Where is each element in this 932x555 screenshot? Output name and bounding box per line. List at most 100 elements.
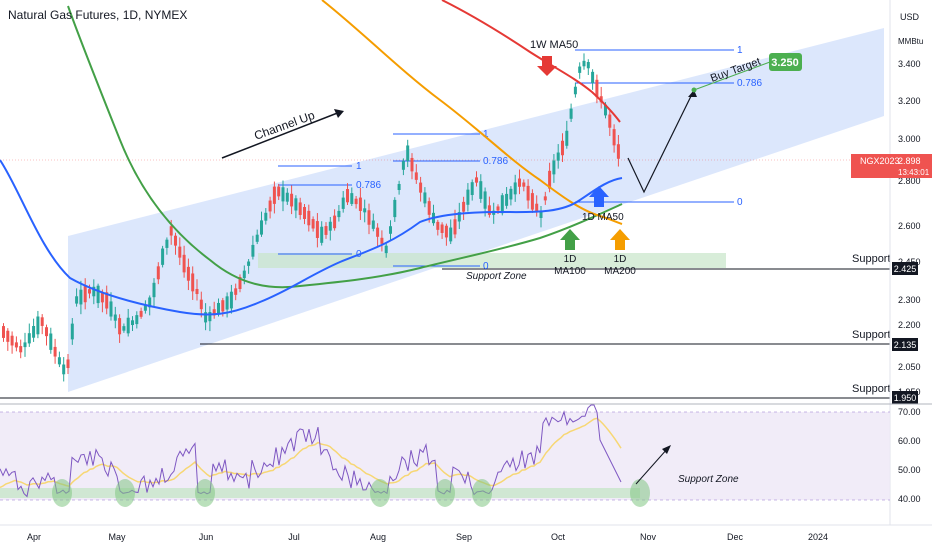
candle-body — [548, 170, 552, 189]
rsi-line — [0, 404, 622, 498]
candle-body — [217, 302, 220, 315]
time-tick-label: Jun — [199, 532, 214, 542]
candle-body — [88, 289, 91, 294]
buy-target-dot — [691, 87, 697, 93]
candle-body — [401, 161, 405, 170]
candle-body — [251, 244, 255, 257]
candle-body — [57, 357, 61, 365]
candle-body — [466, 189, 470, 205]
buy-target-value: 3.250 — [771, 57, 799, 69]
candle-body — [96, 285, 100, 304]
candle-body — [367, 210, 371, 225]
price-tick-label: 2.600 — [898, 221, 921, 231]
candle-body — [191, 273, 195, 292]
currency-label: USD — [900, 12, 920, 22]
candle-body — [449, 227, 453, 242]
candle-body — [27, 333, 31, 344]
support-2-badge — [892, 338, 918, 351]
support-2-label: Support 2 — [852, 329, 900, 341]
candle-body — [582, 60, 586, 67]
candle-body — [294, 198, 298, 211]
candle-body — [509, 188, 513, 200]
candle-body — [311, 219, 315, 229]
rsi-support-zone-band — [0, 488, 640, 498]
candle-body — [105, 292, 109, 309]
candle-body — [148, 297, 152, 308]
candle-body — [229, 291, 233, 309]
candle-body — [518, 178, 521, 187]
ma50-1d-arrow — [589, 186, 609, 207]
candle-body — [608, 114, 612, 128]
candle-body — [169, 226, 173, 236]
rsi-tick-label: 40.00 — [898, 494, 921, 504]
candle-body — [440, 224, 444, 233]
candle-body — [79, 289, 83, 305]
candle-body — [135, 315, 139, 325]
candle-body — [70, 323, 74, 340]
candle-body — [380, 237, 384, 244]
price-tick-label: 2.050 — [898, 362, 921, 372]
fib-aug-0-label: 0 — [483, 261, 489, 272]
candle-body — [436, 221, 440, 230]
candle-body — [298, 202, 302, 215]
candle-body — [371, 220, 375, 229]
time-tick-label: Sep — [456, 532, 472, 542]
candle-body — [75, 296, 79, 304]
ma50-1w-label: 1W MA50 — [530, 39, 578, 51]
candle-body — [389, 226, 392, 234]
candle-body — [384, 245, 388, 254]
candle-body — [109, 301, 113, 317]
price-tick-label: 3.000 — [898, 134, 921, 144]
fib-oct-0-label: 0 — [737, 197, 743, 208]
page-title: Natural Gas Futures, 1D, NYMEX — [8, 8, 188, 22]
candle-body — [535, 203, 539, 212]
candle-body — [315, 221, 319, 238]
price-tick-label: 3.200 — [898, 96, 921, 106]
ma100-1d-line — [67, 5, 623, 289]
time-tick-label: Oct — [551, 532, 566, 542]
candle-body — [277, 186, 281, 197]
candle-body — [414, 172, 418, 180]
candle-body — [2, 326, 5, 338]
candle-body — [62, 364, 66, 375]
time-ticks-group: Apr May Jun Jul Aug Sep Oct Nov Dec 2024 — [27, 532, 828, 542]
price-tick-label: 3.400 — [898, 59, 921, 69]
candle-body — [212, 309, 216, 316]
candle-body — [616, 144, 620, 159]
candle-body — [324, 226, 328, 235]
candle-body — [100, 292, 104, 303]
candle-body — [23, 342, 27, 348]
candle-body — [83, 286, 87, 303]
candle-body — [358, 197, 362, 211]
candle-body — [45, 327, 48, 337]
rsi-tick-label: 60.00 — [898, 436, 921, 446]
candle-body — [539, 210, 543, 218]
ma200-1d-line — [321, 0, 623, 225]
candle-body — [595, 79, 599, 98]
candle-body — [307, 210, 311, 226]
ma50-1w-arrow — [537, 56, 557, 76]
candle-body — [178, 246, 182, 258]
candle-body — [337, 210, 341, 218]
candle-body — [376, 227, 380, 237]
candle-body — [139, 310, 143, 317]
candle-body — [543, 196, 547, 201]
fib-jul-0786-label: 0.786 — [356, 180, 381, 191]
fib-jul-1-label: 1 — [356, 161, 362, 172]
fib-oct-0786-label: 0.786 — [737, 78, 762, 89]
candle-body — [350, 193, 354, 204]
candle-body — [268, 200, 272, 212]
candle-body — [475, 177, 478, 183]
rsi-ticks-group: 70.00 60.00 50.00 40.00 — [898, 407, 921, 504]
support-3-badge — [892, 391, 918, 404]
candle-body — [604, 104, 607, 116]
candle-body — [565, 130, 569, 146]
support-1-value: 2.425 — [894, 264, 917, 274]
ma200-1d-arrow — [610, 229, 630, 250]
candle-body — [561, 140, 564, 156]
candle-body — [406, 145, 410, 161]
candle-body — [165, 239, 169, 248]
candle-body — [131, 320, 134, 326]
candle-body — [40, 317, 44, 326]
